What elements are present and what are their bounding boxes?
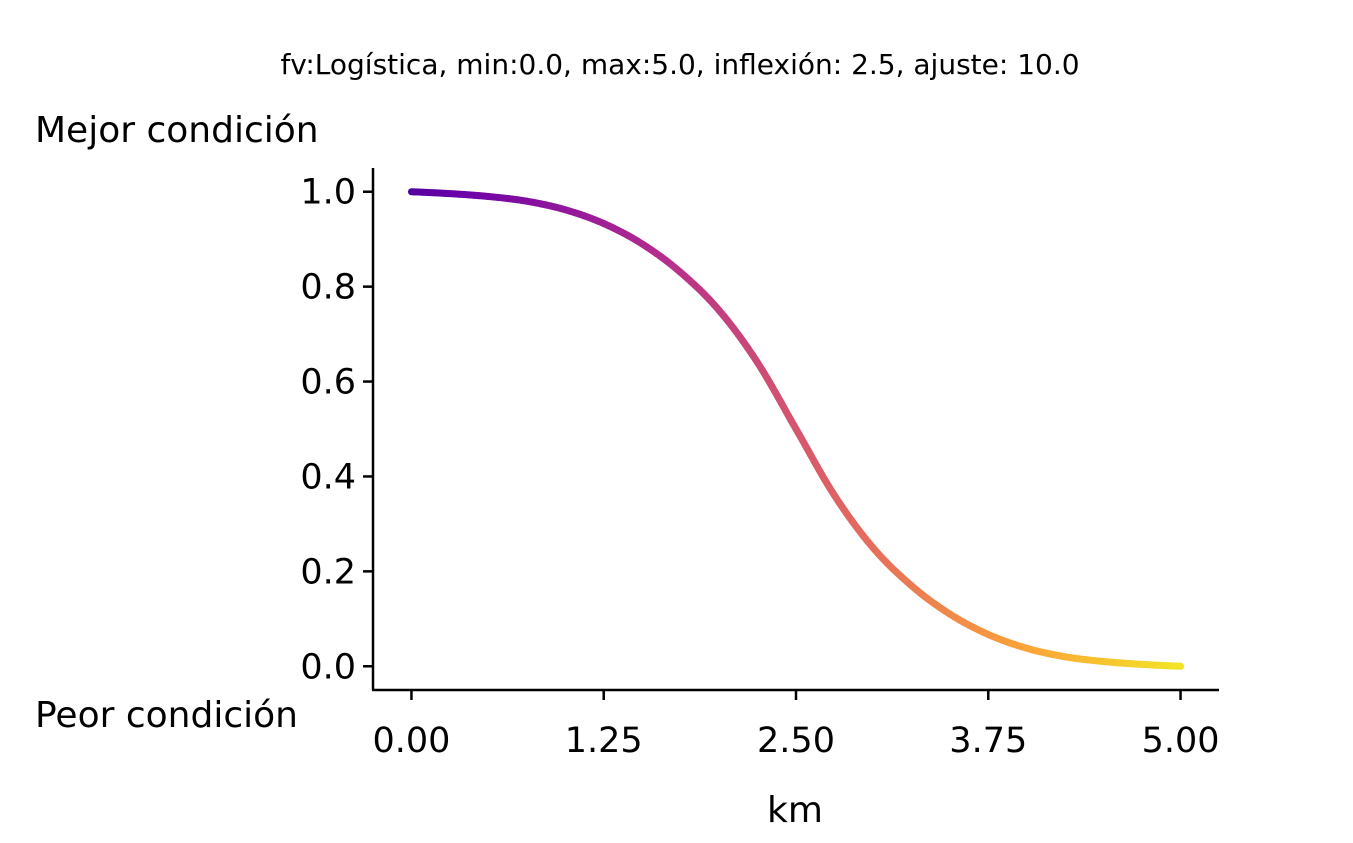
y-tick-label: 0.0 [300, 647, 356, 687]
x-tick-label: 1.25 [565, 721, 643, 761]
y-ticks: 0.0 0.2 0.4 0.6 0.8 1.0 [300, 173, 373, 687]
y-tick-label: 0.2 [300, 552, 356, 592]
worst-condition-label: Peor condición [35, 695, 298, 736]
y-tick-label: 0.6 [300, 363, 356, 403]
x-tick-label: 5.00 [1142, 721, 1220, 761]
y-tick-label: 0.4 [300, 457, 356, 497]
curve [407, 188, 1185, 670]
x-ticks: 0.00 1.25 2.50 3.75 5.00 [372, 690, 1220, 761]
x-axis-label: km [767, 790, 823, 831]
chart-title: fv:Logística, min:0.0, max:5.0, inflexió… [280, 48, 1079, 81]
x-tick-label: 2.50 [757, 721, 835, 761]
y-tick-label: 1.0 [300, 173, 356, 213]
x-tick-label: 0.00 [372, 721, 450, 761]
y-tick-label: 0.8 [300, 268, 356, 308]
best-condition-label: Mejor condición [35, 110, 319, 151]
x-tick-label: 3.75 [949, 721, 1027, 761]
